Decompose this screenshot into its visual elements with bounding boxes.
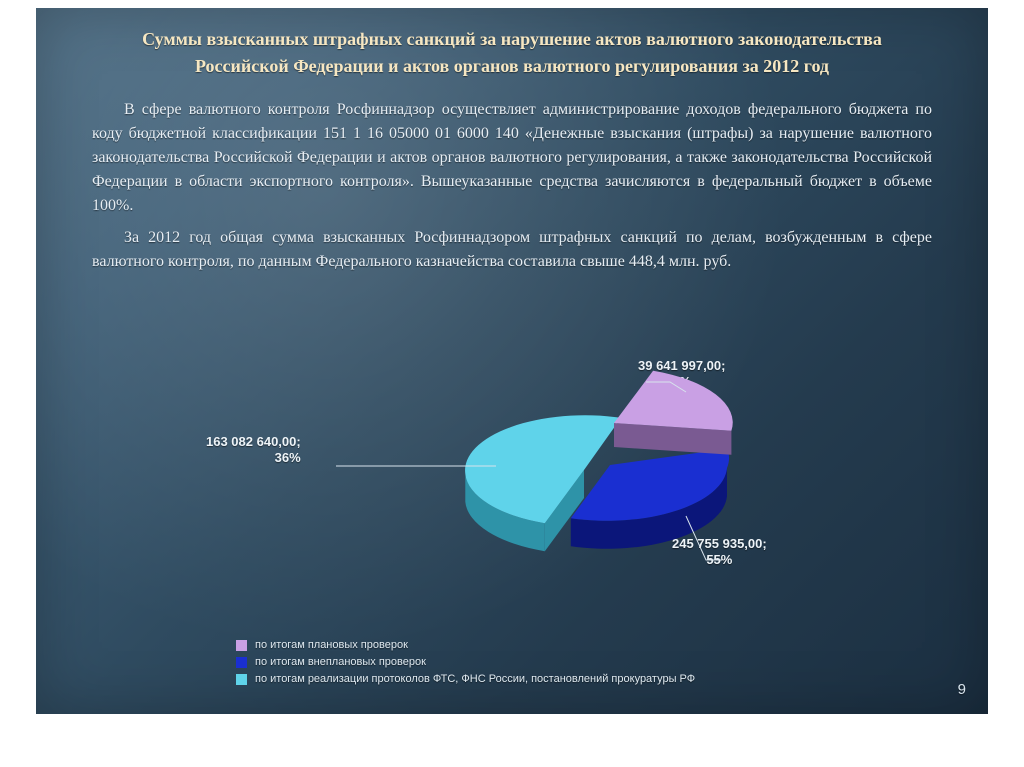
legend-item-1: по итогам плановых проверок [236, 639, 695, 651]
page-number: 9 [958, 681, 966, 698]
legend-swatch-3 [236, 674, 247, 685]
legend-swatch-1 [236, 640, 247, 651]
slide-title: Суммы взысканных штрафных санкций за нар… [96, 26, 928, 80]
slide-body: В сфере валютного контроля Росфиннадзор … [92, 98, 932, 274]
paragraph-2: За 2012 год общая сумма взысканных Росфи… [92, 226, 932, 274]
legend-item-2: по итогам внеплановых проверок [236, 656, 695, 668]
legend-label-3: по итогам реализации протоколов ФТС, ФНС… [255, 673, 695, 685]
legend-label-1: по итогам плановых проверок [255, 639, 408, 651]
legend-label-2: по итогам внеплановых проверок [255, 656, 426, 668]
paragraph-1: В сфере валютного контроля Росфиннадзор … [92, 98, 932, 218]
pie-graphic [456, 388, 746, 548]
legend-swatch-2 [236, 657, 247, 668]
callout-value: 163 082 640,00; [206, 434, 301, 449]
presentation-slide: Суммы взысканных штрафных санкций за нар… [36, 8, 988, 714]
page: Суммы взысканных штрафных санкций за нар… [0, 0, 1024, 767]
chart-legend: по итогам плановых проверок по итогам вн… [236, 634, 695, 690]
pie-chart: 39 641 997,00; 9% 245 755 935,00; 55% 16… [116, 368, 948, 694]
callout-slice-3: 163 082 640,00; 36% [206, 434, 301, 467]
legend-item-3: по итогам реализации протоколов ФТС, ФНС… [236, 673, 695, 685]
callout-percent: 36% [206, 450, 301, 466]
callout-value: 39 641 997,00; [638, 358, 725, 373]
